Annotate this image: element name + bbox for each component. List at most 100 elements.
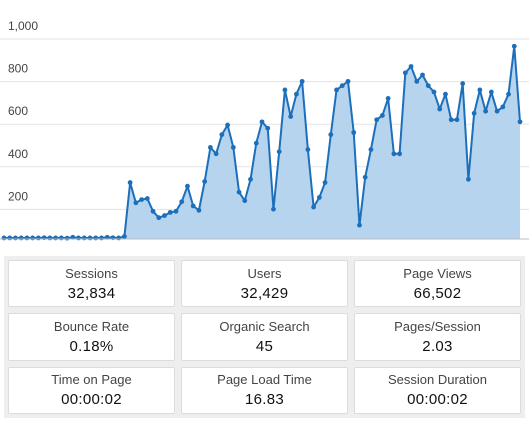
data-point[interactable] [271,206,276,212]
data-point[interactable] [471,110,477,116]
data-point[interactable] [425,83,431,89]
data-point[interactable] [213,151,219,157]
data-point[interactable] [345,78,351,84]
data-point[interactable] [368,147,374,152]
data-point[interactable] [242,198,248,204]
data-point[interactable] [299,78,305,84]
metric-label: Sessions [65,265,118,281]
data-point[interactable] [316,195,322,200]
data-point[interactable] [162,213,167,218]
metric-tile-sessions: Sessions 32,834 [8,260,175,308]
data-point[interactable] [179,199,185,205]
data-point[interactable] [385,96,391,101]
sessions-area-chart: 200 400 600 800 1,000 [0,19,529,241]
data-point[interactable] [374,117,380,123]
data-point[interactable] [53,235,58,241]
metric-tile-organic-search: Organic Search 45 [181,313,348,361]
data-point[interactable] [253,140,259,146]
data-point[interactable] [236,189,242,195]
data-point[interactable] [190,203,196,209]
metric-label: Session Duration [388,372,487,388]
data-point[interactable] [225,122,231,128]
data-point[interactable] [443,91,448,97]
data-point[interactable] [139,197,145,202]
data-point[interactable] [380,113,385,118]
data-point[interactable] [248,176,253,182]
data-point[interactable] [420,72,425,78]
metric-label: Organic Search [219,318,310,334]
data-point[interactable] [93,235,99,241]
data-point[interactable] [488,89,494,95]
data-point[interactable] [402,70,408,76]
metric-label: Page Load Time [217,372,312,388]
data-point[interactable] [76,235,81,241]
data-point[interactable] [362,174,368,180]
data-point[interactable] [1,235,7,241]
data-point[interactable] [408,64,414,69]
data-point[interactable] [351,130,357,135]
y-tick-label: 800 [8,62,28,76]
data-point[interactable] [259,119,265,125]
data-point[interactable] [357,222,362,228]
data-point[interactable] [322,180,328,185]
data-point[interactable] [391,151,397,157]
data-point[interactable] [334,87,339,93]
data-point[interactable] [265,125,271,131]
data-point[interactable] [494,108,500,114]
data-point[interactable] [58,235,64,241]
data-point[interactable] [185,183,190,189]
data-point[interactable] [311,204,316,210]
data-point[interactable] [437,106,443,112]
data-point[interactable] [47,235,53,241]
data-point[interactable] [122,234,127,239]
data-point[interactable] [500,104,506,110]
data-point[interactable] [230,145,236,150]
metric-value: 2.03 [422,337,453,355]
data-point[interactable] [133,200,139,206]
metric-tile-users: Users 32,429 [181,260,348,308]
data-point[interactable] [305,147,311,152]
data-point[interactable] [414,78,420,84]
data-point[interactable] [99,235,104,241]
data-point[interactable] [81,235,87,241]
data-point[interactable] [173,208,179,214]
data-point[interactable] [64,235,70,241]
data-point[interactable] [167,209,173,215]
data-point[interactable] [30,235,36,241]
metric-label: Time on Page [51,372,132,388]
data-point[interactable] [116,235,122,241]
data-point[interactable] [431,89,437,95]
data-point[interactable] [448,117,454,123]
data-point[interactable] [156,215,162,221]
data-point[interactable] [339,83,345,89]
data-point[interactable] [7,235,13,241]
data-point[interactable] [127,180,133,185]
data-point[interactable] [202,179,208,184]
metric-value: 32,834 [67,284,116,302]
data-point[interactable] [150,208,156,214]
data-point[interactable] [460,81,466,86]
data-point[interactable] [454,117,460,123]
data-point[interactable] [36,235,41,241]
data-point[interactable] [483,108,488,114]
data-point[interactable] [294,91,299,97]
data-point[interactable] [397,151,402,157]
data-point[interactable] [13,235,18,241]
data-point[interactable] [144,196,150,201]
data-point[interactable] [219,132,225,138]
data-point[interactable] [328,132,334,138]
data-point[interactable] [506,91,511,97]
data-point[interactable] [466,176,471,182]
data-point[interactable] [276,149,282,155]
data-point[interactable] [196,207,202,213]
metric-value: 45 [255,337,274,355]
data-point[interactable] [208,145,213,150]
data-point[interactable] [87,235,93,241]
data-point[interactable] [18,235,24,241]
data-point[interactable] [517,119,523,125]
data-point[interactable] [282,87,288,93]
data-point[interactable] [288,114,294,119]
data-point[interactable] [511,43,517,49]
data-point[interactable] [24,235,30,241]
data-point[interactable] [477,87,483,93]
